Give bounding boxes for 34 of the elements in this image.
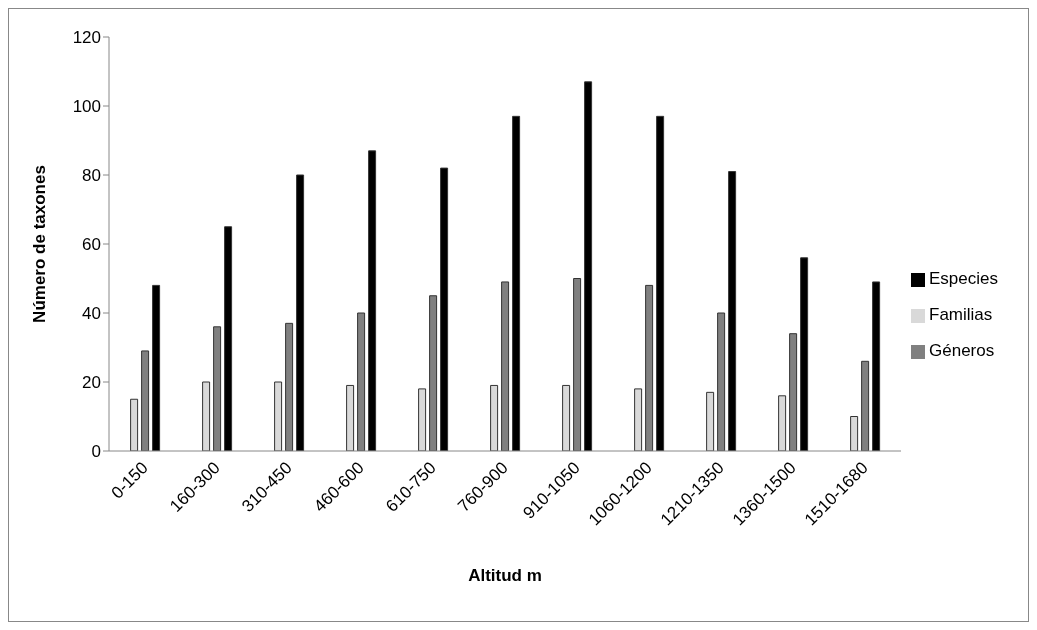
y-tick-label: 80 xyxy=(82,166,101,186)
bar xyxy=(418,388,427,451)
y-tick-label: 100 xyxy=(72,97,101,117)
y-tick-label: 40 xyxy=(82,304,101,324)
bar xyxy=(368,150,377,451)
bar xyxy=(224,226,233,451)
bar xyxy=(440,167,449,451)
bar xyxy=(490,384,499,451)
bar xyxy=(512,115,521,451)
bar xyxy=(634,388,643,451)
bar xyxy=(274,381,283,451)
bar xyxy=(130,398,139,451)
bar xyxy=(562,384,571,451)
y-tick-label: 0 xyxy=(91,442,101,462)
bar xyxy=(296,174,305,451)
y-tick-label: 120 xyxy=(72,28,101,48)
legend-label: Especies xyxy=(929,269,998,288)
bar xyxy=(202,381,211,451)
legend-label: Géneros xyxy=(929,341,995,360)
legend-label: Familias xyxy=(929,305,993,324)
bar xyxy=(346,384,355,451)
y-axis-title: Número de taxones xyxy=(30,165,50,323)
y-tick-label: 20 xyxy=(82,373,101,393)
x-axis-title: Altitud m xyxy=(468,566,542,585)
bar xyxy=(706,391,715,451)
y-tick-label: 60 xyxy=(82,235,101,255)
bar xyxy=(872,281,881,451)
bar xyxy=(152,284,161,451)
bar xyxy=(656,115,665,451)
bar xyxy=(728,171,737,451)
bar xyxy=(584,81,593,451)
bar xyxy=(850,416,859,451)
bar xyxy=(778,395,787,451)
bar xyxy=(800,257,809,451)
